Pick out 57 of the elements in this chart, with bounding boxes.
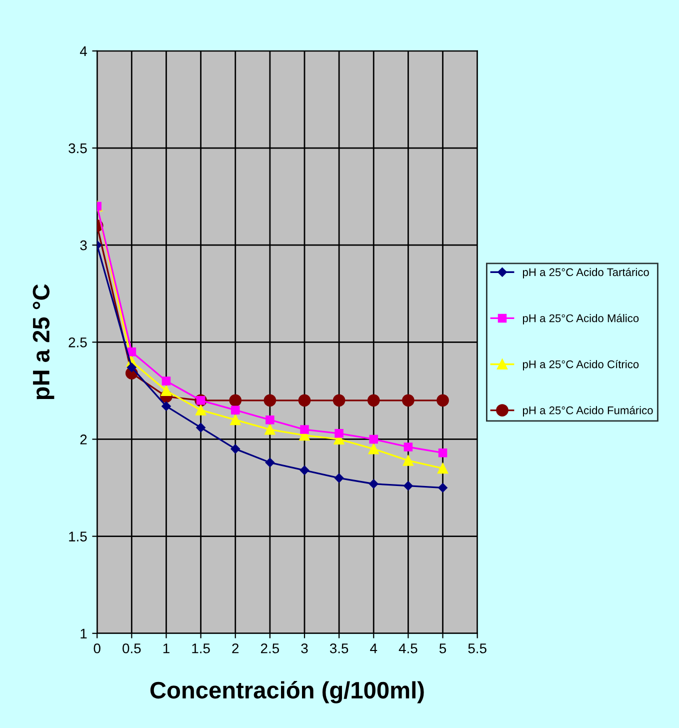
point [230, 406, 240, 414]
x-tick-label: 4 [370, 644, 378, 654]
y-tick-label: 2 [80, 434, 87, 444]
point [402, 394, 414, 407]
x-tick-label: 4.5 [398, 644, 418, 654]
point [404, 442, 413, 452]
point [265, 458, 275, 468]
point [436, 394, 449, 407]
y-tick-label: 4 [80, 46, 87, 56]
point [368, 444, 379, 454]
point [160, 385, 172, 396]
x-tick-label: 2 [232, 643, 239, 654]
point [196, 404, 206, 416]
point [334, 473, 344, 483]
point [438, 448, 448, 458]
y-tick-label: 3 [80, 240, 87, 250]
x-tick-label: 3 [301, 643, 308, 654]
x-axis-title: Concentración (g/100ml) [150, 681, 424, 704]
point [334, 429, 344, 438]
point [229, 394, 242, 407]
point [127, 362, 136, 372]
point [162, 376, 171, 386]
point [230, 444, 240, 454]
x-tick-label: 1 [163, 644, 170, 654]
point [300, 425, 309, 434]
x-tick-label: 0 [94, 643, 100, 654]
point [300, 466, 310, 475]
point [438, 483, 448, 492]
y-tick-label: 1.5 [69, 532, 87, 542]
y-tick-label: 2.5 [68, 337, 87, 348]
legend-label: pH a 25°C Acido Cítrico [522, 360, 639, 370]
x-tick-label: 0.5 [122, 643, 141, 654]
point [264, 424, 276, 435]
legend-label: pH a 25°C Acido Málico [522, 314, 639, 324]
point [332, 394, 346, 407]
point [369, 434, 378, 444]
x-tick-label: 5 [439, 644, 446, 654]
y-axis-title: pH a 25 °C [32, 284, 54, 400]
y-tick-label: 3.5 [68, 143, 87, 154]
x-tick-label: 5.5 [468, 644, 486, 654]
point [402, 455, 414, 466]
legend-label: pH a 25°C Acido Fumárico [522, 406, 653, 416]
x-tick-label: 2.5 [260, 643, 280, 654]
point [298, 394, 311, 407]
point [230, 414, 241, 426]
point [196, 422, 206, 432]
point [404, 481, 413, 490]
x-tick-label: 1.5 [192, 644, 210, 654]
x-tick-label: 3.5 [330, 643, 348, 654]
point [369, 479, 378, 488]
point [437, 463, 448, 474]
legend-label: pH a 25°C Acido Tartárico [522, 268, 649, 278]
point [266, 415, 274, 424]
point [264, 394, 276, 407]
y-tick-label: 1 [80, 628, 87, 638]
point [162, 402, 171, 411]
point [367, 394, 380, 407]
